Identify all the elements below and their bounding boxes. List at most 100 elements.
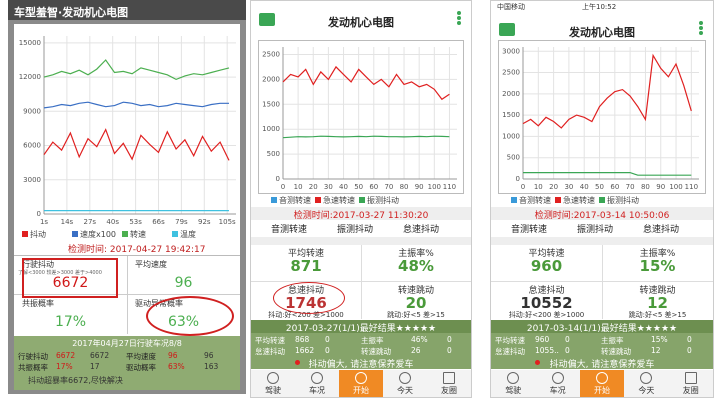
divider	[14, 294, 240, 295]
data-line	[43, 59, 230, 81]
legend-swatch	[271, 197, 277, 203]
x-tick-label: 14s	[61, 218, 74, 226]
y-tick-label: 1000	[262, 125, 280, 133]
row-cell: 0	[687, 346, 692, 355]
menu-dot	[457, 11, 461, 15]
tab: 怠速抖动	[403, 225, 440, 235]
nav-item[interactable]: 车况	[549, 386, 566, 395]
row-cell: 96	[204, 351, 214, 360]
row-cell: 0	[687, 335, 692, 344]
nav-item[interactable]: 开始	[593, 386, 610, 395]
nav-icon	[640, 372, 653, 384]
divider	[361, 245, 362, 319]
nav-item[interactable]: 今天	[638, 386, 655, 395]
nav-icon	[355, 372, 367, 384]
title: 车型羞智·发动机心电图	[14, 6, 129, 19]
cell-value: 15%	[639, 257, 676, 275]
result: 2017-03-14(1/1)最好结果★★★★★	[526, 324, 678, 334]
x-tick-label: 100	[669, 183, 682, 191]
cell-label: 主振率%	[639, 249, 676, 259]
y-tick-label: 3000	[502, 47, 520, 55]
nav-item[interactable]: 友圈	[441, 386, 457, 395]
cell-label: 平均转速	[287, 249, 324, 259]
highlight-box	[22, 258, 118, 298]
cell-value: 48%	[398, 257, 434, 275]
row-cell: 63%	[168, 362, 185, 371]
data-line	[522, 53, 692, 129]
y-tick-label: 9000	[23, 107, 41, 115]
status-time: 上午10:52	[582, 3, 617, 11]
y-tick-label: 500	[267, 150, 280, 158]
row-cell: 0	[325, 335, 330, 344]
x-tick-label: 40s	[106, 218, 119, 226]
row-cell: 6672	[90, 351, 110, 360]
cell-label: 行驶抖动	[22, 260, 54, 269]
y-tick-label: 3000	[23, 176, 41, 184]
screen: 发动机心电图 0 500 1000 1500 2000 2500 0 10 20 30 40 50 60 7…	[250, 0, 472, 398]
cell-label: 转速跳动	[639, 286, 676, 296]
hint: 跳动:好<5 差>15	[628, 311, 687, 319]
divider	[602, 245, 603, 319]
nav-icon	[596, 372, 608, 384]
menu-dot	[699, 31, 703, 35]
nav-icon	[443, 372, 455, 384]
legend-swatch	[315, 197, 321, 203]
legend-swatch	[599, 197, 605, 203]
row-cell: 1055..	[535, 346, 559, 355]
legend-label: 音测转速	[279, 196, 311, 205]
time: 检测时间:2017-03-14 10:50:06	[534, 211, 670, 221]
row-cell: 平均转速	[255, 336, 285, 345]
x-tick-label: 20	[309, 183, 318, 191]
legend-label: 振测抖动	[367, 196, 399, 205]
row-cell: 15%	[651, 335, 668, 344]
cell-value: 20	[405, 294, 427, 312]
row-cell: 17%	[56, 362, 73, 371]
nav-item[interactable]: 驾驶	[265, 386, 281, 395]
highlight-ellipse	[273, 282, 345, 314]
cell-value: 12	[647, 294, 668, 312]
legend-label: 转速	[130, 230, 146, 239]
nav-item[interactable]: 车况	[309, 386, 325, 395]
nav-icon	[399, 372, 411, 384]
summary-bar	[14, 336, 240, 390]
menu-dot	[699, 21, 703, 25]
nav-item[interactable]: 今天	[397, 386, 413, 395]
x-tick-label: 60	[369, 183, 378, 191]
row-cell: 0	[565, 346, 570, 355]
legend-label: 温度	[180, 230, 196, 239]
status-carrier: 中国移动	[497, 3, 525, 11]
row-cell: 0	[447, 335, 452, 344]
menu-dot	[457, 16, 461, 20]
legend-swatch	[555, 197, 561, 203]
title-bar	[8, 0, 246, 20]
cell-value: 10552	[520, 294, 573, 312]
divider	[251, 237, 471, 245]
warning-dot	[535, 360, 540, 365]
y-tick-label: 1000	[502, 132, 520, 140]
title: 发动机心电图	[569, 26, 635, 39]
data-line	[43, 101, 229, 109]
row-cell: 转速跳动	[601, 347, 631, 356]
y-tick-label: 12000	[19, 73, 41, 81]
legend-label: 速度x100	[80, 230, 117, 239]
x-tick-label: 30	[324, 183, 333, 191]
y-tick-label: 2000	[262, 75, 280, 83]
menu-dot	[699, 26, 703, 30]
x-tick-label: 1s	[40, 218, 48, 226]
nav-item[interactable]: 友圈	[682, 386, 699, 395]
legend-swatch	[72, 231, 78, 237]
x-tick-label: 80	[641, 183, 650, 191]
hint: 抖动:好<200 差>1000	[508, 311, 585, 319]
x-tick-label: 110	[443, 183, 456, 191]
warning-dot	[295, 360, 300, 365]
legend-swatch	[359, 197, 365, 203]
nav-item[interactable]: 驾驶	[505, 386, 522, 395]
legend-label: 振测抖动	[607, 196, 639, 205]
y-tick-label: 2500	[262, 50, 280, 58]
x-tick-label: 10	[534, 183, 543, 191]
nav-item[interactable]: 开始	[353, 386, 369, 395]
x-tick-label: 70	[626, 183, 635, 191]
x-tick-label: 53s	[129, 218, 142, 226]
x-tick-label: 50	[354, 183, 363, 191]
